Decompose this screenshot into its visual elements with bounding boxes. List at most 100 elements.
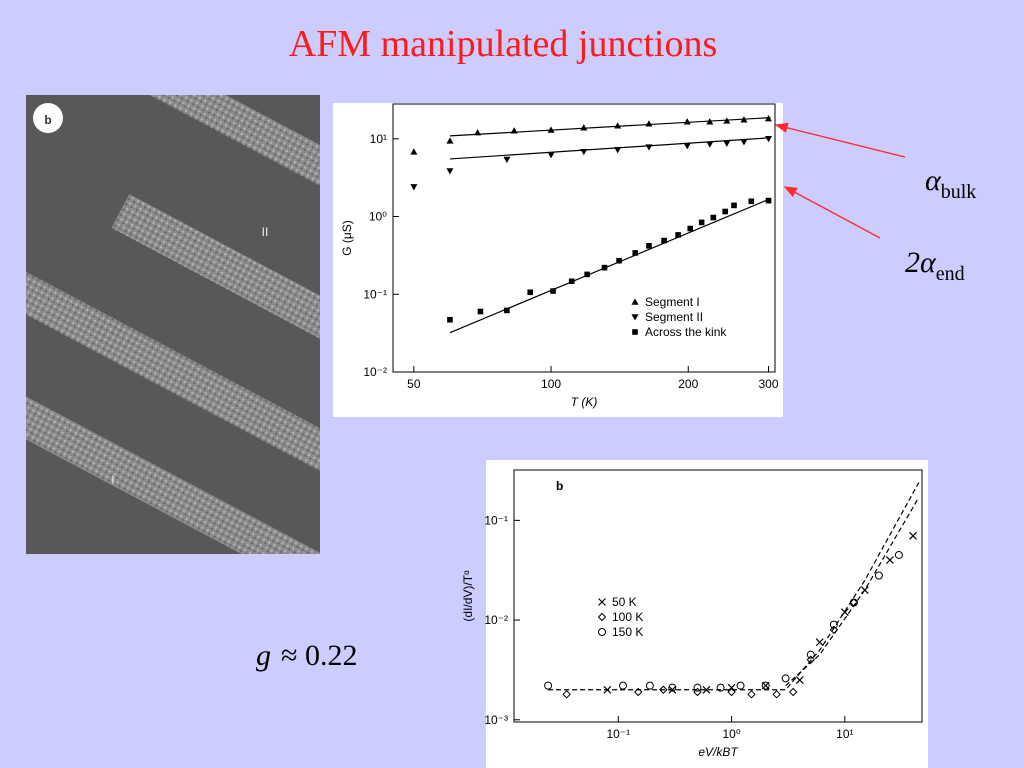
segment-label: I [111, 473, 114, 487]
marker [772, 690, 781, 699]
marker [601, 264, 608, 271]
marker [829, 625, 839, 634]
x-tick-label: 10⁰ [722, 727, 740, 741]
marker [503, 156, 511, 164]
x-tick-label: 100 [541, 377, 561, 391]
marker [781, 674, 790, 683]
marker [765, 197, 772, 204]
marker [885, 556, 894, 564]
marker [668, 685, 677, 694]
x-tick-label: 200 [678, 377, 698, 391]
marker [410, 148, 418, 155]
y-tick-label: 10⁰ [369, 210, 387, 224]
marker [687, 225, 694, 232]
marker [740, 116, 748, 123]
marker [634, 687, 643, 697]
legend-label: Segment II [645, 310, 703, 324]
chart-panel [333, 103, 783, 417]
marker [788, 687, 798, 697]
marker [568, 278, 575, 285]
annotation-subscript: end [936, 263, 965, 285]
x-tick-label: 10¹ [836, 727, 853, 741]
marker [618, 681, 627, 690]
marker [544, 681, 553, 690]
marker [727, 687, 736, 697]
annotation-subscript: bulk [941, 181, 977, 203]
marker [645, 681, 654, 690]
y-axis-label: G (μS) [340, 220, 354, 256]
marker [748, 198, 755, 205]
marker [616, 257, 622, 264]
marker [840, 608, 849, 617]
marker [806, 650, 815, 659]
x-tick-label: 50 [407, 377, 421, 391]
x-tick-label: 10⁻¹ [606, 727, 630, 741]
marker [547, 126, 555, 133]
legend-label: Segment I [645, 295, 700, 309]
legend-marker [598, 598, 606, 606]
fit-line [449, 137, 771, 160]
marker [795, 676, 804, 685]
marker [614, 147, 622, 154]
marker [675, 232, 681, 238]
marker [829, 620, 838, 629]
marker [614, 122, 622, 129]
marker [874, 571, 883, 580]
marker [727, 683, 736, 692]
marker [761, 681, 770, 690]
marker [806, 655, 815, 664]
fit-line [449, 198, 771, 334]
marker [765, 135, 773, 143]
marker [659, 685, 668, 694]
marker [632, 250, 639, 256]
annotation: 2αend [905, 246, 965, 285]
marker [562, 690, 571, 699]
marker [860, 586, 869, 594]
marker [723, 140, 731, 147]
legend-label: 150 K [612, 625, 643, 639]
legend-label: Across the kink [645, 325, 727, 339]
coupling-variable: g [256, 639, 271, 672]
marker [747, 690, 756, 699]
marker [661, 237, 667, 244]
guide-line [548, 482, 920, 691]
marker [706, 118, 714, 125]
marker [698, 219, 705, 226]
y-axis-label: (dI/dV)/Tᵅ [461, 570, 475, 622]
legend-marker [632, 329, 638, 335]
guide-line [785, 497, 920, 687]
arrow [774, 122, 906, 158]
legend-label: 100 K [612, 610, 643, 624]
marker [646, 243, 652, 249]
y-tick-label: 10¹ [370, 132, 387, 146]
segment-label: II [262, 225, 269, 239]
marker [446, 168, 454, 175]
marker [668, 683, 677, 692]
plot-frame [392, 103, 776, 373]
marker [702, 685, 711, 694]
marker [580, 124, 588, 131]
marker [547, 152, 555, 159]
panel-label: b [556, 479, 563, 493]
chart: 50 100 200 300 10⁻² 10⁻¹ 10⁰ 10¹ Segment ISegmen… [340, 103, 779, 409]
marker [722, 208, 728, 215]
y-tick-label: 10⁻³ [484, 713, 508, 727]
marker [723, 117, 731, 124]
chart-panel [486, 460, 928, 768]
image-panel-label: b [44, 113, 51, 127]
marker [693, 683, 702, 692]
legend-label: 50 K [612, 595, 637, 609]
annotation-symbol: 2α [905, 246, 937, 279]
y-tick-label: 10⁻¹ [363, 287, 387, 301]
plot-frame [513, 469, 923, 723]
marker [909, 531, 917, 540]
legend-marker [598, 628, 606, 636]
marker [584, 271, 590, 278]
fit-line [449, 117, 771, 137]
coupling: g ≈ 0.22 [256, 639, 357, 672]
marker [580, 148, 588, 156]
x-axis-label: eV/kBT [698, 745, 739, 759]
y-tick-label: 10⁻² [484, 613, 508, 627]
